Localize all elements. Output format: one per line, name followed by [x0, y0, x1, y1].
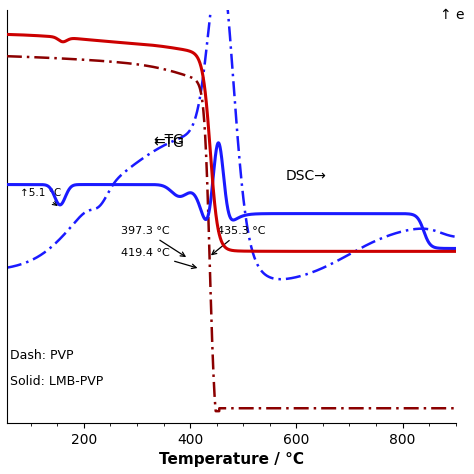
- Text: Solid: LMB-PVP: Solid: LMB-PVP: [9, 375, 103, 388]
- Text: 435.3 °C: 435.3 °C: [212, 226, 265, 255]
- Text: Dash: PVP: Dash: PVP: [9, 349, 73, 362]
- Text: DSC→: DSC→: [286, 169, 327, 183]
- X-axis label: Temperature / °C: Temperature / °C: [159, 452, 304, 467]
- Text: ↑ e: ↑ e: [440, 8, 464, 22]
- Text: ↑5.1 °C: ↑5.1 °C: [20, 188, 62, 205]
- Text: 419.4 °C: 419.4 °C: [121, 248, 196, 268]
- Text: ←TG: ←TG: [153, 133, 184, 147]
- Text: ←TG: ←TG: [153, 136, 184, 150]
- Text: 397.3 °C: 397.3 °C: [121, 226, 185, 256]
